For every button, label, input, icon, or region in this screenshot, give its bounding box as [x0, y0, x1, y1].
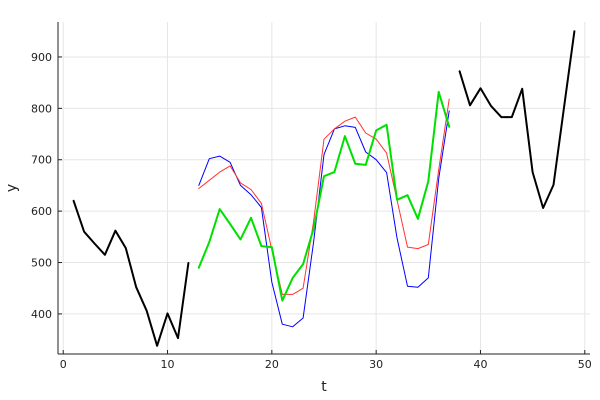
x-tick-label: 0 [60, 358, 67, 371]
y-tick-label: 400 [31, 308, 52, 321]
series-line-2 [458, 30, 576, 209]
x-tick-label: 40 [473, 358, 487, 371]
y-tick-label: 900 [31, 51, 52, 64]
x-tick-label: 30 [369, 358, 383, 371]
series-group [72, 30, 576, 347]
y-tick-labels: 400 500 600 700 800 900 [31, 51, 62, 321]
series-line-4 [198, 98, 450, 295]
y-tick-label: 500 [31, 257, 52, 270]
series-line-1 [72, 199, 190, 347]
y-tick-label: 700 [31, 154, 52, 167]
x-tick-label: 20 [265, 358, 279, 371]
y-tick-label: 600 [31, 205, 52, 218]
x-tick-labels: 0 10 20 30 40 50 [60, 350, 592, 371]
axes [57, 22, 590, 355]
series-line-5 [197, 90, 451, 302]
series-line-3 [198, 110, 450, 328]
x-tick-label: 10 [161, 358, 175, 371]
x-axis-title: t [321, 379, 327, 395]
y-tick-label: 800 [31, 102, 52, 115]
y-axis-title: y [4, 184, 20, 192]
x-tick-label: 50 [578, 358, 592, 371]
grid-lines [58, 22, 590, 354]
